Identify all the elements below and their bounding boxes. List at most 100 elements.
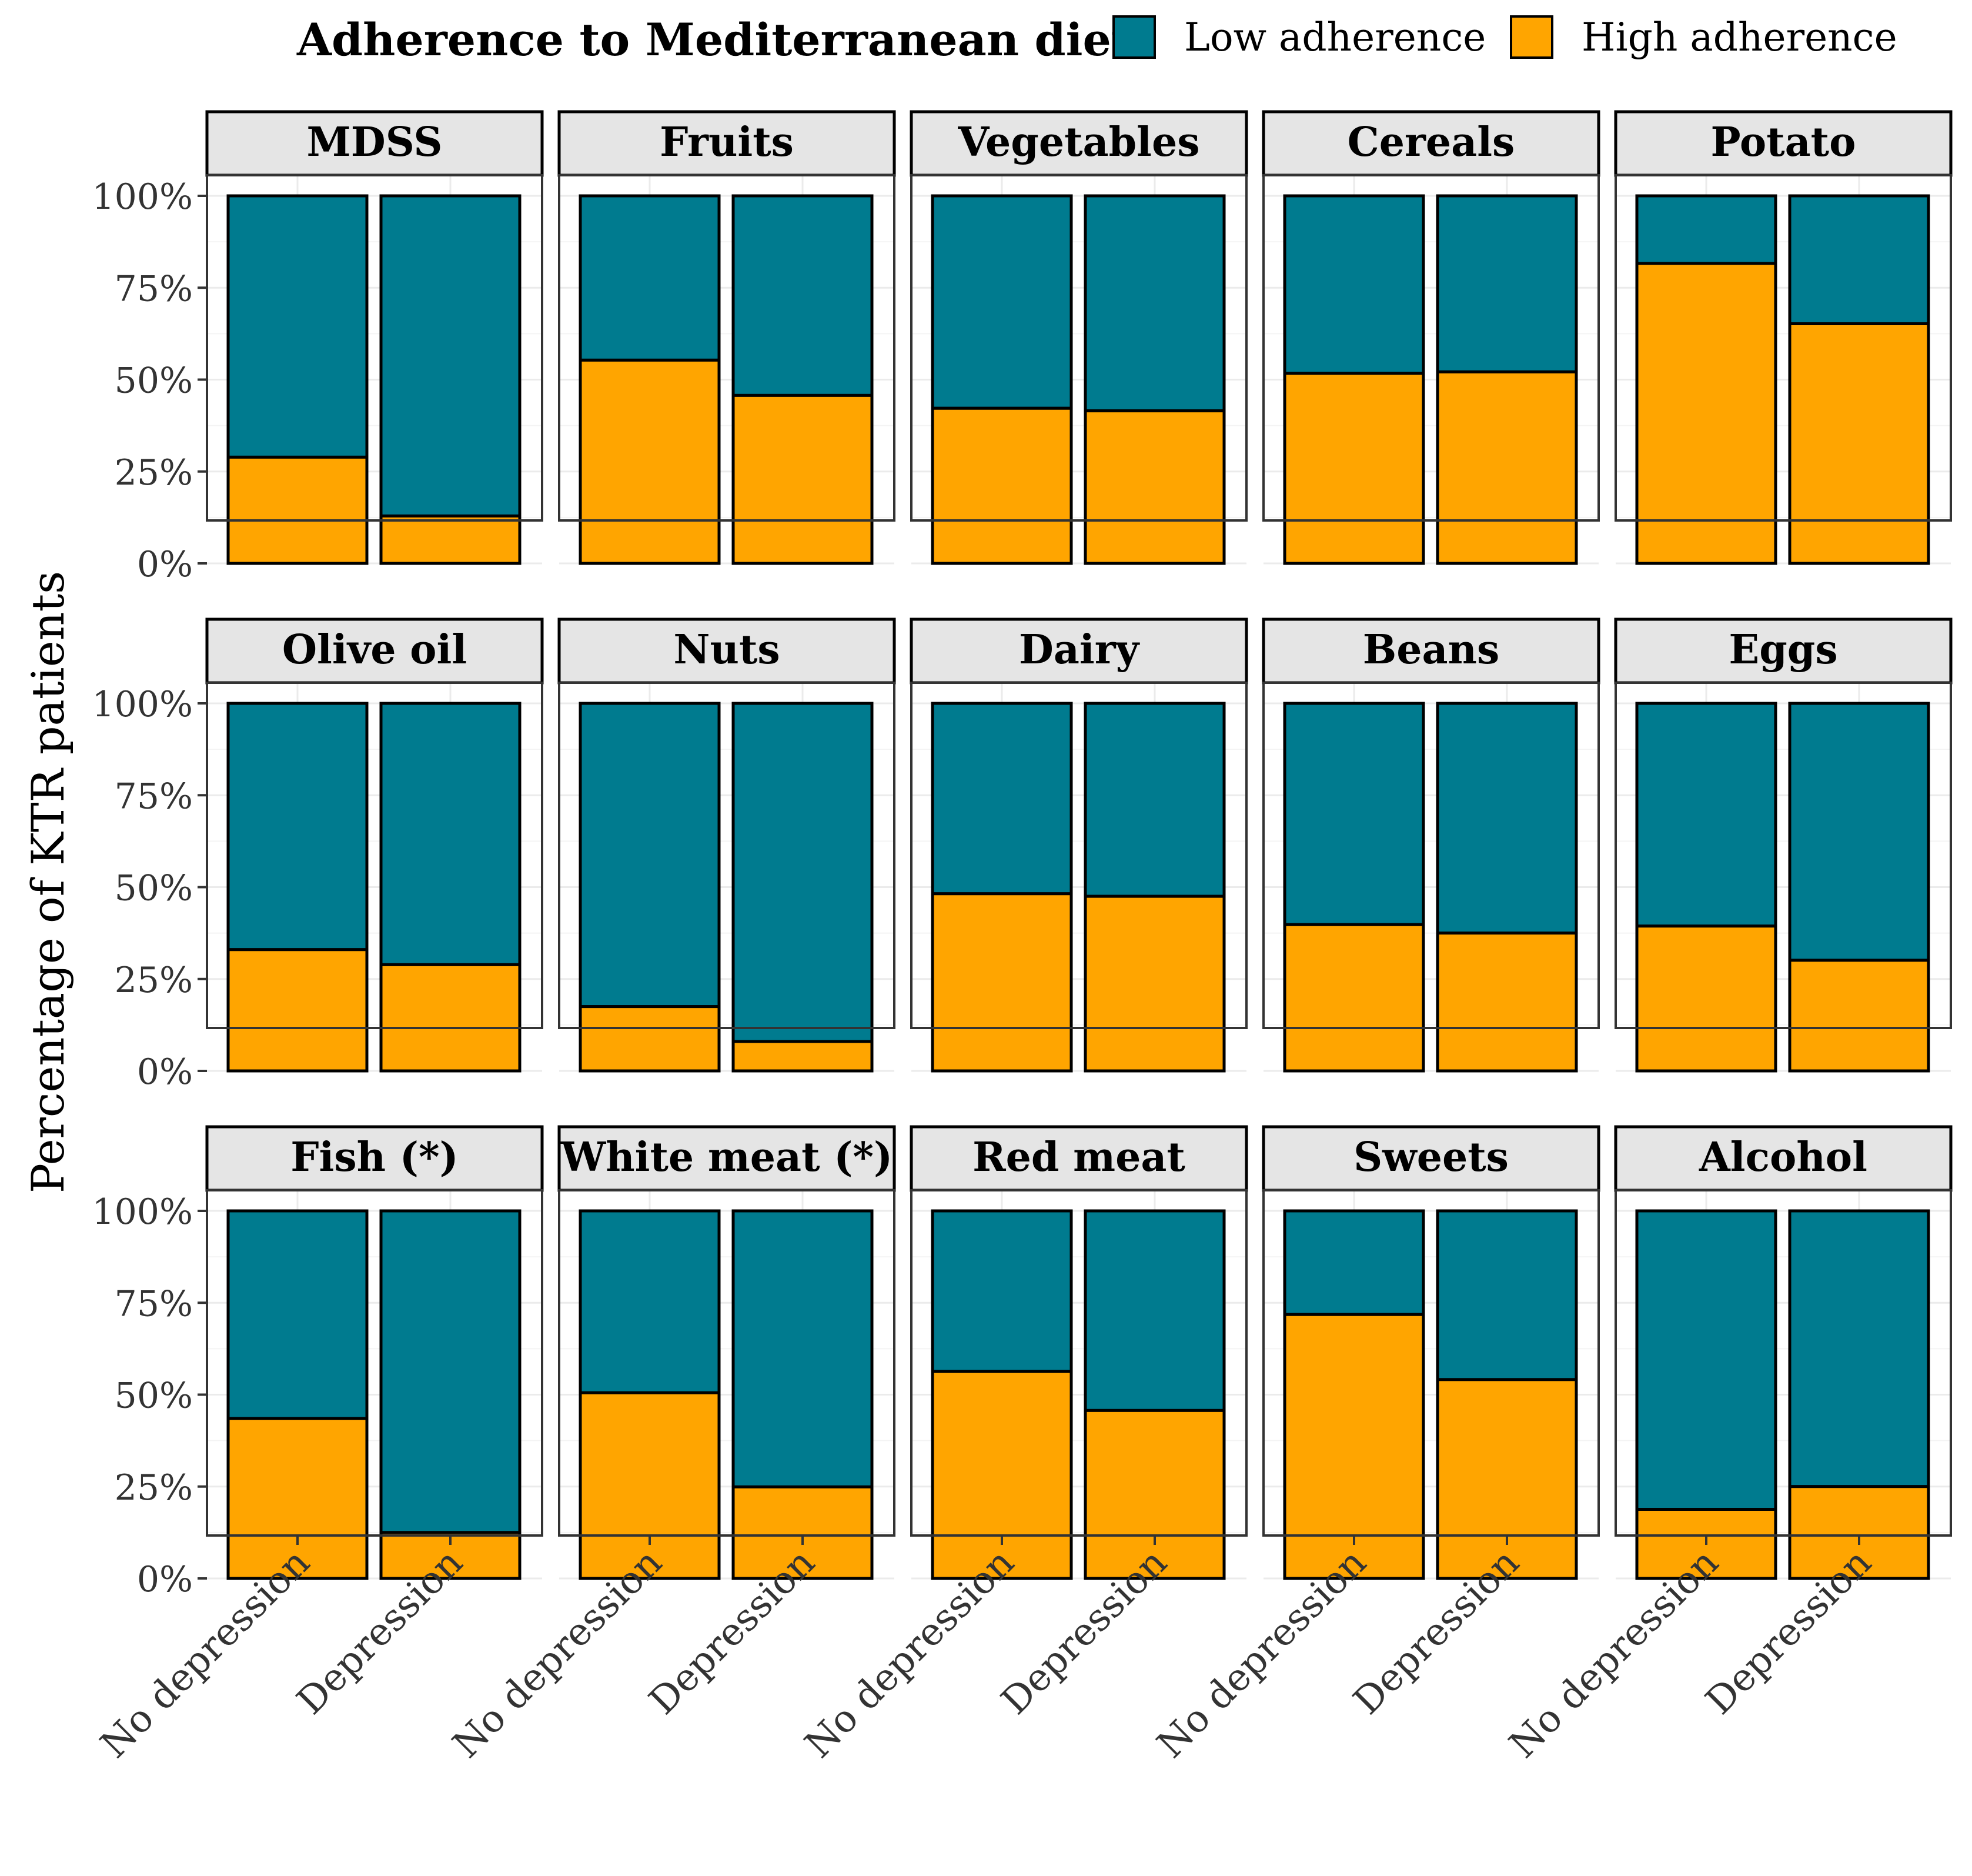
bar-low-no-depression bbox=[931, 194, 1073, 410]
facet-title: Olive oil bbox=[282, 626, 467, 673]
facet-strip bbox=[1614, 617, 1953, 685]
y-axis-label: Percentage of KTR patients bbox=[22, 571, 74, 1193]
y-tick-label: 0% bbox=[137, 1052, 193, 1093]
y-tick-label: 75% bbox=[115, 776, 193, 817]
bar-high-depression bbox=[731, 1485, 874, 1580]
bar-low-depression bbox=[379, 1209, 522, 1534]
panel-border bbox=[558, 174, 895, 522]
legend-swatch-low bbox=[1112, 15, 1156, 59]
bar-low-no-depression bbox=[579, 1209, 721, 1394]
facet-potato: Potato bbox=[1614, 110, 1953, 565]
bar-low-no-depression bbox=[1283, 194, 1425, 375]
panel-border bbox=[1615, 1189, 1952, 1537]
facet-strip bbox=[910, 1125, 1248, 1192]
facet-title: Red meat bbox=[972, 1134, 1185, 1181]
bar-high-depression bbox=[1436, 370, 1578, 565]
panel-border bbox=[558, 1189, 895, 1537]
bar-low-no-depression bbox=[226, 194, 369, 459]
legend-swatch-high bbox=[1510, 15, 1553, 59]
bar-low-depression bbox=[379, 194, 522, 518]
panel-border bbox=[910, 682, 1248, 1029]
bar-low-depression bbox=[379, 702, 522, 966]
panel-border bbox=[558, 682, 895, 1029]
y-tick-label: 100% bbox=[92, 176, 193, 218]
facet-strip bbox=[910, 110, 1248, 177]
bar-low-depression bbox=[1084, 1209, 1226, 1412]
y-tick-label: 75% bbox=[115, 1283, 193, 1324]
panel-border bbox=[910, 1189, 1248, 1537]
bar-low-no-depression bbox=[1635, 1209, 1777, 1511]
y-tick-label: 50% bbox=[115, 360, 193, 402]
bar-high-no-depression bbox=[226, 455, 369, 565]
bar-high-no-depression bbox=[579, 1391, 721, 1580]
facet-title: Fruits bbox=[660, 119, 794, 166]
bar-low-no-depression bbox=[1283, 1209, 1425, 1316]
legend-label-low: Low adherence bbox=[1184, 15, 1486, 60]
y-tick-label: 100% bbox=[92, 684, 193, 725]
bar-low-depression bbox=[1084, 702, 1226, 898]
bar-low-no-depression bbox=[1635, 194, 1777, 265]
facet-strip bbox=[205, 1125, 544, 1192]
legend-label-high: High adherence bbox=[1582, 15, 1897, 60]
facet-nuts: Nuts bbox=[557, 617, 896, 1073]
facet-title: White meat (*) bbox=[560, 1134, 893, 1181]
bar-high-no-depression bbox=[931, 406, 1073, 565]
facet-title: Eggs bbox=[1729, 626, 1837, 673]
bar-low-depression bbox=[1084, 194, 1226, 413]
bar-low-depression bbox=[731, 1209, 874, 1488]
y-tick-label: 50% bbox=[115, 868, 193, 909]
facet-eggs: Eggs bbox=[1614, 617, 1953, 1073]
facet-strip bbox=[557, 617, 896, 685]
bar-low-no-depression bbox=[1635, 702, 1777, 928]
bar-high-no-depression bbox=[1283, 923, 1425, 1073]
bar-low-no-depression bbox=[931, 1209, 1073, 1373]
bar-low-no-depression bbox=[579, 702, 721, 1009]
bar-high-depression bbox=[1084, 1408, 1226, 1580]
bar-high-no-depression bbox=[931, 892, 1073, 1073]
bar-high-no-depression bbox=[226, 948, 369, 1073]
bar-low-no-depression bbox=[1283, 702, 1425, 926]
facet-title: Alcohol bbox=[1699, 1134, 1867, 1181]
facet-strip bbox=[205, 110, 544, 177]
bar-high-depression bbox=[1436, 1378, 1578, 1580]
panel-border bbox=[1262, 1189, 1600, 1537]
bar-low-no-depression bbox=[931, 702, 1073, 896]
facet-vegetables: Vegetables bbox=[910, 110, 1248, 565]
bar-high-no-depression bbox=[1283, 372, 1425, 565]
bar-high-no-depression bbox=[1635, 1508, 1777, 1580]
bar-low-depression bbox=[1788, 702, 1930, 962]
y-tick-label: 0% bbox=[137, 544, 193, 585]
facet-strip bbox=[557, 1125, 896, 1192]
facet-strip bbox=[1262, 617, 1600, 685]
facet-strip bbox=[205, 617, 544, 685]
bar-high-no-depression bbox=[226, 1417, 369, 1580]
bar-low-depression bbox=[731, 194, 874, 397]
y-tick-label: 25% bbox=[115, 1467, 193, 1508]
panel-border bbox=[206, 1189, 543, 1537]
y-tick-label: 0% bbox=[137, 1559, 193, 1600]
bar-low-depression bbox=[1788, 194, 1930, 325]
y-tick-label: 100% bbox=[92, 1191, 193, 1233]
bar-low-depression bbox=[731, 702, 874, 1043]
facet-cereals: Cereals bbox=[1262, 110, 1600, 565]
panel-border bbox=[910, 174, 1248, 522]
bar-high-depression bbox=[379, 963, 522, 1073]
facet-fish: Fish (*)0%25%50%75%100%No depressionDepr… bbox=[92, 1125, 544, 1767]
bar-high-no-depression bbox=[579, 1005, 721, 1073]
bar-high-depression bbox=[1436, 932, 1578, 1073]
facet-strip bbox=[910, 617, 1248, 685]
bar-low-depression bbox=[1436, 194, 1578, 373]
facet-dairy: Dairy bbox=[910, 617, 1248, 1073]
bar-high-no-depression bbox=[1635, 924, 1777, 1073]
facet-olive-oil: Olive oil 0% 25% 50% 75% 100% bbox=[92, 617, 544, 1093]
panel-border bbox=[206, 174, 543, 522]
bar-high-no-depression bbox=[579, 358, 721, 565]
bar-low-depression bbox=[1436, 1209, 1578, 1381]
panel-border bbox=[1615, 174, 1952, 522]
bar-high-no-depression bbox=[1635, 262, 1777, 565]
bar-low-depression bbox=[1788, 1209, 1930, 1488]
facet-title: Beans bbox=[1363, 626, 1500, 673]
panel-border bbox=[1262, 174, 1600, 522]
facet-fruits: Fruits bbox=[557, 110, 896, 565]
